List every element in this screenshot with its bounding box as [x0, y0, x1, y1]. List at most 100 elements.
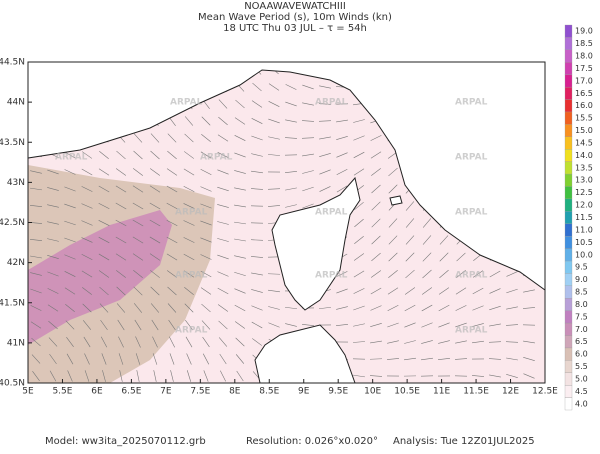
colorbar-swatch — [565, 186, 572, 198]
colorbar-label: 15.5 — [575, 114, 593, 123]
colorbar-swatch — [565, 385, 572, 397]
colorbar-swatch — [565, 62, 572, 74]
colorbar-label: 12.0 — [575, 201, 593, 210]
lon-label: 8.5E — [259, 387, 279, 397]
colorbar-swatch — [565, 124, 572, 136]
colorbar-label: 17.0 — [575, 76, 593, 85]
colorbar-label: 10.5 — [575, 238, 593, 247]
model: Model: ww3ita_2025070112.grb — [45, 436, 206, 447]
colorbar-label: 18.5 — [575, 39, 593, 48]
lon-label: 6.5E — [121, 387, 141, 397]
lat-label: 41.5N — [0, 298, 25, 308]
colorbar-swatch — [565, 348, 572, 360]
colorbar-label: 13.5 — [575, 163, 593, 172]
watermark: ARPAL — [455, 208, 488, 218]
colorbar-swatch — [565, 25, 572, 37]
colorbar-label: 6.5 — [575, 337, 588, 346]
lat-label: 41N — [7, 338, 25, 348]
lat-label: 42N — [7, 258, 25, 268]
colorbar-swatch — [565, 87, 572, 99]
colorbar-swatch — [565, 335, 572, 347]
colorbar-label: 9.5 — [575, 263, 588, 272]
lon-label: 12.5E — [532, 387, 558, 397]
colorbar-label: 6.0 — [575, 350, 588, 359]
resolution: Resolution: 0.026°x0.020° — [246, 436, 378, 447]
title: NOAAWAVEWATCHIII — [244, 1, 346, 12]
lat-label: 44N — [7, 98, 25, 108]
colorbar-label: 14.0 — [575, 151, 593, 160]
lat-label: 40.5N — [0, 379, 25, 389]
watermark: ARPAL — [55, 153, 88, 163]
colorbar-label: 18.0 — [575, 52, 593, 61]
colorbar-label: 13.0 — [575, 176, 593, 185]
colorbar-swatch — [565, 100, 572, 112]
colorbar-label: 10.0 — [575, 250, 593, 259]
colorbar-label: 7.0 — [575, 325, 588, 334]
colorbar-label: 19.0 — [575, 27, 593, 36]
lat-label: 42.5N — [0, 218, 25, 228]
lon-label: 9.5E — [328, 387, 348, 397]
colorbar-swatch — [565, 37, 572, 49]
colorbar-label: 9.0 — [575, 275, 588, 284]
watermark: ARPAL — [455, 326, 488, 336]
watermark: ARPAL — [315, 98, 348, 108]
watermark: ARPAL — [175, 208, 208, 218]
colorbar-label: 12.5 — [575, 188, 593, 197]
colorbar-label: 5.5 — [575, 362, 588, 371]
colorbar-swatch — [565, 298, 572, 310]
lon-label: 8E — [229, 387, 241, 397]
colorbar-swatch — [565, 236, 572, 248]
lon-label: 7E — [160, 387, 172, 397]
lat-label: 43N — [7, 178, 25, 188]
colorbar-swatch — [565, 162, 572, 174]
watermark: ARPAL — [455, 153, 488, 163]
lon-label: 11.5E — [463, 387, 489, 397]
colorbar-swatch — [565, 199, 572, 211]
watermark: ARPAL — [175, 326, 208, 336]
colorbar-label: 16.5 — [575, 89, 593, 98]
watermark: ARPAL — [170, 98, 203, 108]
colorbar-swatch — [565, 112, 572, 124]
subtitle: Mean Wave Period (s), 10m Winds (kn) — [198, 12, 392, 23]
lat-label: 44.5N — [0, 58, 25, 68]
colorbar-swatch — [565, 398, 572, 410]
colorbar-label: 5.0 — [575, 374, 588, 383]
colorbar-swatch — [565, 149, 572, 161]
colorbar-swatch — [565, 50, 572, 62]
colorbar-swatch — [565, 286, 572, 298]
colorbar-label: 14.5 — [575, 138, 593, 147]
colorbar-swatch — [565, 137, 572, 149]
lat-label: 43.5N — [0, 138, 25, 148]
colorbar-swatch — [565, 373, 572, 385]
time: 18 UTC Thu 03 JUL – τ = 54h — [223, 23, 367, 34]
colorbar-swatch — [565, 323, 572, 335]
elba — [390, 196, 402, 205]
lon-label: 10.5E — [394, 387, 420, 397]
colorbar-label: 8.0 — [575, 300, 588, 309]
lon-label: 6E — [91, 387, 103, 397]
colorbar-swatch — [565, 273, 572, 285]
watermark: ARPAL — [315, 208, 348, 218]
lon-label: 7.5E — [190, 387, 210, 397]
watermark: ARPAL — [175, 271, 208, 281]
colorbar-swatch — [565, 224, 572, 236]
colorbar-swatch — [565, 75, 572, 87]
colorbar-swatch — [565, 249, 572, 261]
colorbar-label: 15.0 — [575, 126, 593, 135]
lon-label: 9E — [298, 387, 310, 397]
lon-label: 10E — [364, 387, 381, 397]
colorbar-swatch — [565, 174, 572, 186]
colorbar-label: 4.5 — [575, 387, 588, 396]
lon-label: 12E — [502, 387, 519, 397]
colorbar-swatch — [565, 211, 572, 223]
colorbar-swatch — [565, 311, 572, 323]
watermark: ARPAL — [200, 153, 233, 163]
lon-label: 11E — [433, 387, 450, 397]
colorbar-label: 4.0 — [575, 399, 588, 408]
watermark: ARPAL — [315, 271, 348, 281]
colorbar-label: 11.5 — [575, 213, 593, 222]
colorbar-label: 17.5 — [575, 64, 593, 73]
analysis: Analysis: Tue 12Z01JUL2025 — [393, 436, 535, 447]
colorbar-label: 16.0 — [575, 101, 593, 110]
